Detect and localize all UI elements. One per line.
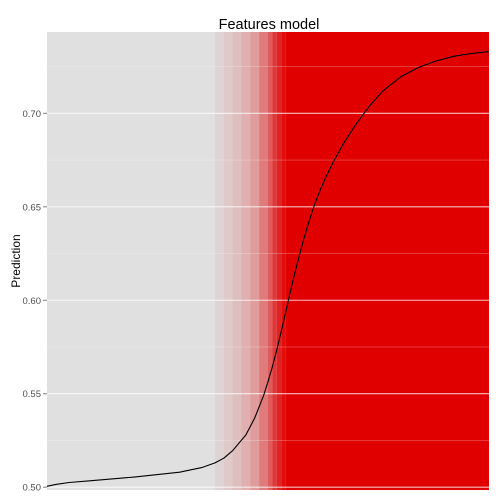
highlight-slice	[241, 32, 251, 490]
highlight-band	[214, 32, 489, 490]
highlight-slice	[272, 32, 277, 490]
highlight-slice	[281, 32, 286, 490]
highlight-slice	[268, 32, 273, 490]
prediction-line	[46, 51, 490, 487]
y-tick-label: 0.50	[23, 483, 42, 494]
series-layer	[46, 51, 490, 487]
chart-title: Features model	[219, 17, 320, 33]
y-tick-label: 0.60	[23, 296, 42, 307]
y-axis: 0.50 0.55 0.60 0.65 0.70	[23, 109, 47, 494]
grid	[47, 66, 489, 488]
highlight-slice	[276, 32, 282, 490]
highlight-slice	[223, 32, 233, 490]
y-tick-label: 0.65	[23, 202, 42, 213]
highlight-region	[285, 32, 489, 490]
y-tick-label: 0.70	[23, 109, 42, 120]
y-tick-label: 0.55	[23, 389, 42, 400]
highlight-slice	[259, 32, 268, 490]
y-axis-label: Prediction	[9, 234, 23, 287]
highlight-slice	[214, 32, 224, 490]
highlight-slice	[250, 32, 260, 490]
highlight-slice	[232, 32, 242, 490]
